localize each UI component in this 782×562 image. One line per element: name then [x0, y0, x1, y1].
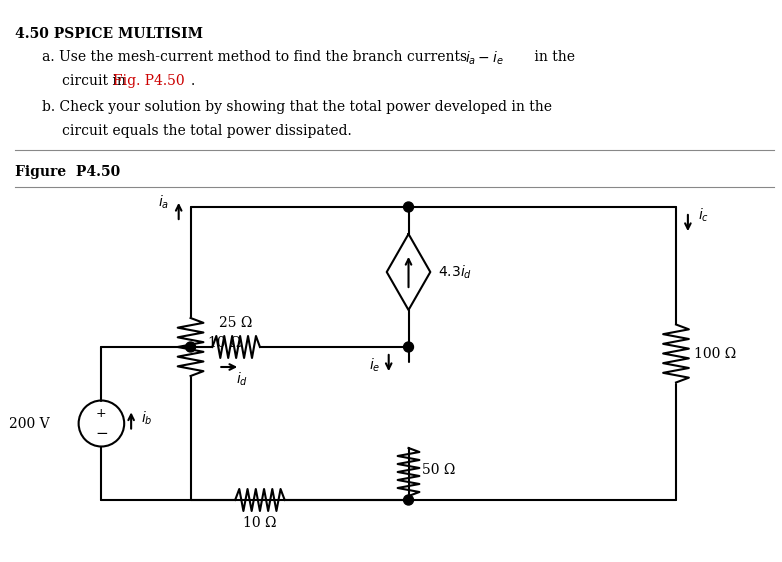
Text: $i_c$: $i_c$ — [698, 206, 708, 224]
Text: −: − — [95, 426, 108, 441]
Text: b. Check your solution by showing that the total power developed in the: b. Check your solution by showing that t… — [42, 100, 552, 114]
Text: Fig. P4.50: Fig. P4.50 — [113, 74, 185, 88]
Text: 200 V: 200 V — [9, 416, 50, 430]
Text: circuit in: circuit in — [62, 74, 130, 88]
Text: $i_d$: $i_d$ — [236, 371, 248, 388]
Circle shape — [404, 202, 414, 212]
Text: Figure  P4.50: Figure P4.50 — [15, 165, 120, 179]
Text: 50 Ω: 50 Ω — [422, 463, 456, 477]
Text: 4.50 PSPICE MULTISIM: 4.50 PSPICE MULTISIM — [15, 27, 203, 41]
Circle shape — [185, 342, 196, 352]
Text: 10 Ω: 10 Ω — [209, 336, 242, 350]
Circle shape — [404, 342, 414, 352]
Text: $4.3i_d$: $4.3i_d$ — [438, 264, 472, 280]
Text: 10 Ω: 10 Ω — [243, 516, 277, 530]
Text: in the: in the — [530, 50, 576, 64]
Text: 100 Ω: 100 Ω — [694, 347, 736, 360]
Text: $i_b$: $i_b$ — [141, 410, 152, 427]
Text: 25 Ω: 25 Ω — [220, 316, 253, 330]
Circle shape — [404, 495, 414, 505]
Text: +: + — [96, 407, 106, 420]
Text: circuit equals the total power dissipated.: circuit equals the total power dissipate… — [62, 124, 352, 138]
Text: $i_a$: $i_a$ — [158, 193, 169, 211]
Text: $i_a - i_e$: $i_a - i_e$ — [465, 50, 504, 67]
Text: .: . — [191, 74, 195, 88]
Text: a. Use the mesh-current method to find the branch currents: a. Use the mesh-current method to find t… — [42, 50, 472, 64]
Text: $i_e$: $i_e$ — [369, 356, 381, 374]
